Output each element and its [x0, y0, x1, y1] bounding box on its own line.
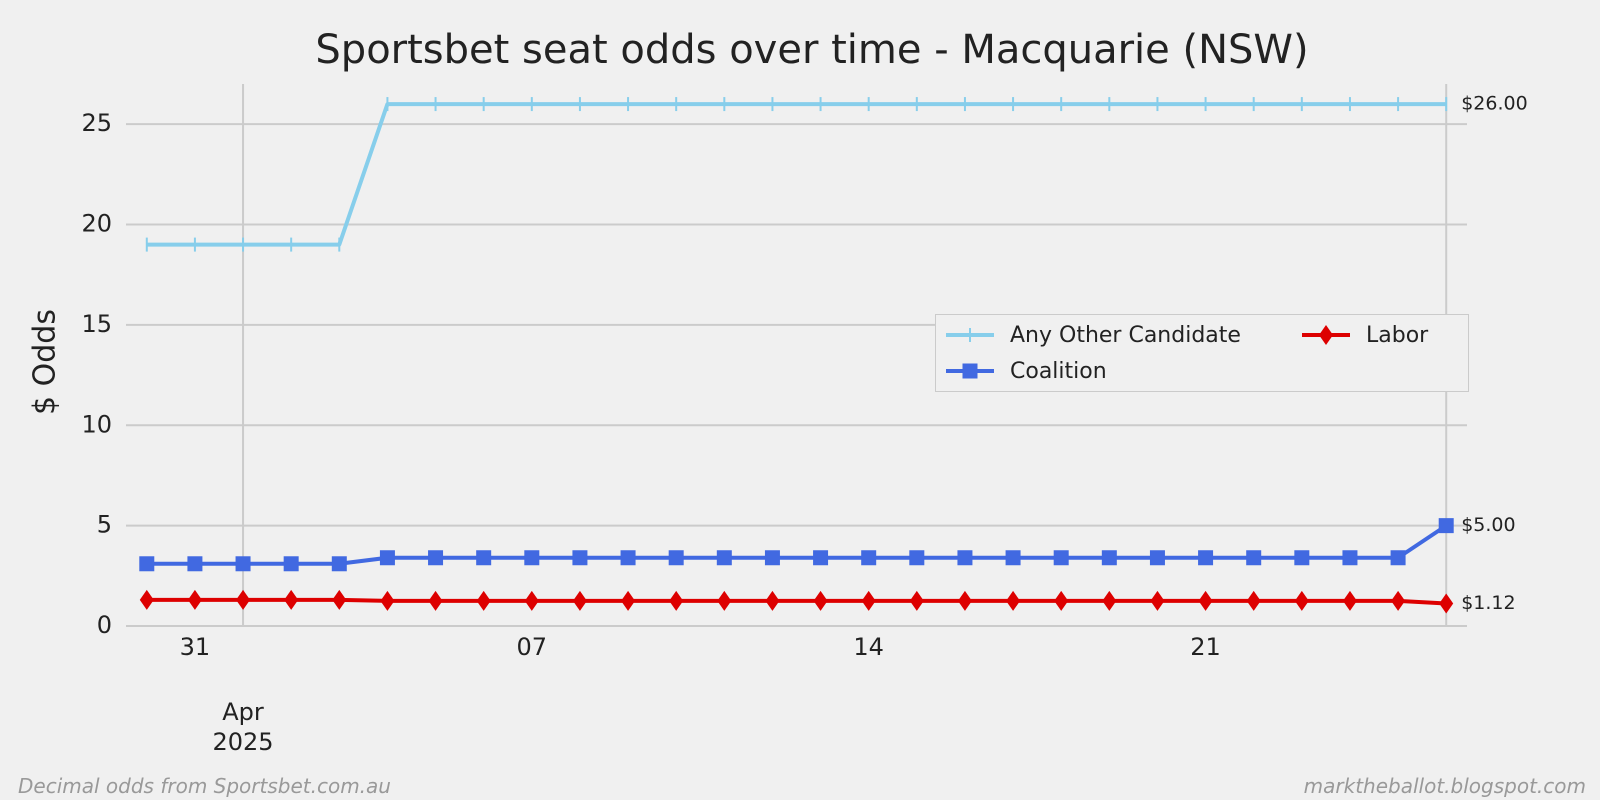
marker [957, 590, 972, 611]
marker [1198, 550, 1214, 566]
marker [572, 590, 587, 611]
x-tick-label: 07 [516, 633, 548, 661]
legend: Any Other Candidate Coalition Labor [935, 314, 1469, 392]
marker [1053, 550, 1069, 566]
y-tick-label: 20 [81, 210, 112, 238]
y-tick-label: 0 [97, 611, 112, 639]
legend-label: Labor [1366, 322, 1429, 348]
marker [380, 590, 395, 611]
legend-swatch [946, 363, 994, 379]
marker [957, 550, 973, 566]
marker [332, 589, 347, 610]
marker [1198, 590, 1213, 611]
marker [1006, 590, 1021, 611]
marker [1101, 550, 1117, 566]
marker [909, 550, 925, 566]
x-tick-label: 31 [179, 633, 211, 661]
value-label: $26.00 [1461, 93, 1527, 115]
y-tick-label: 25 [81, 109, 112, 137]
y-tick-label: 15 [81, 310, 112, 338]
marker [1246, 550, 1262, 566]
marker [331, 556, 347, 572]
marker [428, 590, 443, 611]
marker [1149, 550, 1165, 566]
value-label: $5.00 [1461, 514, 1515, 536]
x-tick-label: Apr 2025 [212, 698, 274, 756]
marker [813, 550, 829, 566]
legend-item: Coalition [946, 357, 1107, 385]
marker [621, 590, 636, 611]
marker [1342, 590, 1357, 611]
legend-label: Any Other Candidate [1010, 322, 1241, 348]
marker [139, 556, 155, 572]
marker [764, 550, 780, 566]
marker [909, 590, 924, 611]
value-label: $1.12 [1461, 592, 1515, 614]
marker [1439, 593, 1454, 614]
x-tick-label: 21 [1190, 633, 1221, 661]
marker [283, 556, 299, 572]
legend-item: Labor [1302, 321, 1428, 349]
legend-swatch [946, 328, 994, 342]
marker [1102, 590, 1117, 611]
marker [717, 590, 732, 611]
marker [1005, 550, 1021, 566]
marker [524, 550, 540, 566]
marker [476, 590, 491, 611]
legend-swatch [1302, 325, 1350, 345]
marker [1391, 590, 1406, 611]
marker [284, 589, 299, 610]
marker [572, 550, 588, 566]
y-axis-label: $ Odds [28, 309, 63, 415]
marker [962, 363, 978, 379]
marker [813, 590, 828, 611]
marker [1342, 550, 1358, 566]
marker [187, 589, 202, 610]
marker [235, 556, 251, 572]
marker [139, 589, 154, 610]
marker [861, 590, 876, 611]
marker [620, 550, 636, 566]
series-line [146, 597, 1447, 606]
marker [861, 550, 877, 566]
marker [187, 556, 203, 572]
marker [668, 550, 684, 566]
marker [236, 589, 251, 610]
y-tick-label: 5 [97, 511, 112, 539]
chart-title: Sportsbet seat odds over time - Macquari… [315, 27, 1308, 73]
marker [1294, 550, 1310, 566]
marker [1438, 518, 1454, 534]
marker [379, 550, 395, 566]
marker [1294, 590, 1309, 611]
marker [765, 590, 780, 611]
series-line [146, 523, 1448, 566]
marker [476, 550, 492, 566]
y-tick-label: 10 [81, 410, 112, 438]
marker [1246, 590, 1261, 611]
marker [669, 590, 684, 611]
legend-label: Coalition [1010, 358, 1107, 384]
marker [1319, 325, 1333, 345]
marker [1390, 550, 1406, 566]
footer-site: marktheballot.blogspot.com [1303, 774, 1586, 798]
marker [524, 590, 539, 611]
marker [428, 550, 444, 566]
marker [1054, 590, 1069, 611]
series-line [146, 102, 1447, 247]
legend-item: Any Other Candidate [946, 321, 1241, 349]
footer-source: Decimal odds from Sportsbet.com.au [18, 774, 391, 798]
marker [1150, 590, 1165, 611]
x-tick-label: 14 [853, 633, 884, 661]
marker [716, 550, 732, 566]
